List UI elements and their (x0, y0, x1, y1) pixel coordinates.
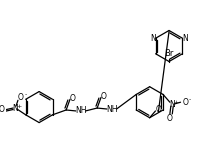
Text: O: O (70, 94, 76, 103)
Text: +: + (174, 100, 179, 105)
Text: O: O (167, 114, 173, 123)
Text: Br: Br (164, 49, 174, 58)
Text: NH: NH (106, 104, 117, 113)
Text: O: O (18, 93, 24, 102)
Text: O: O (182, 98, 188, 107)
Text: O: O (101, 92, 107, 101)
Text: N: N (169, 100, 175, 109)
Text: -: - (25, 92, 27, 97)
Text: -: - (189, 97, 191, 102)
Text: N: N (150, 34, 156, 43)
Text: O: O (155, 104, 161, 113)
Text: +: + (17, 104, 22, 109)
Text: N: N (12, 104, 18, 113)
Text: NH: NH (75, 106, 86, 115)
Text: O: O (0, 105, 4, 115)
Text: N: N (182, 34, 188, 43)
